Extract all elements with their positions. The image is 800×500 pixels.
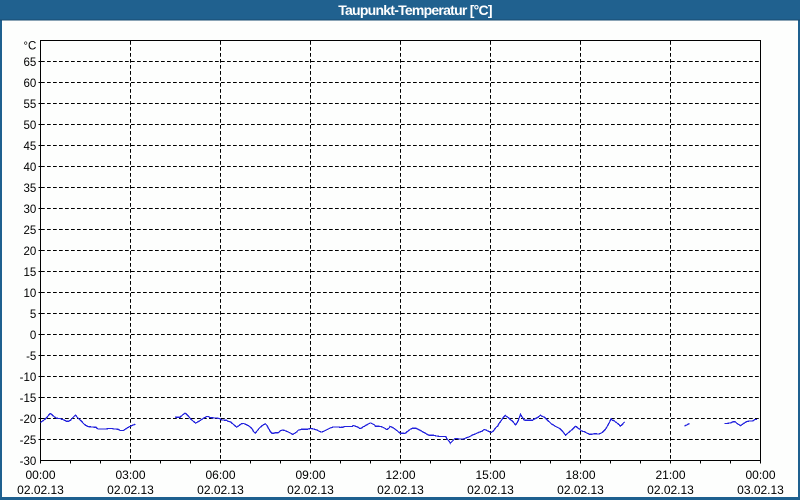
svg-text:0: 0: [30, 330, 36, 342]
svg-text:02.02.13: 02.02.13: [467, 483, 514, 497]
svg-text:-25: -25: [20, 435, 37, 447]
svg-text:-5: -5: [26, 351, 36, 363]
svg-text:45: 45: [24, 141, 37, 153]
svg-text:02.02.13: 02.02.13: [197, 483, 244, 497]
svg-text:-10: -10: [20, 372, 37, 384]
svg-text:40: 40: [24, 162, 37, 174]
svg-text:55: 55: [24, 99, 37, 111]
svg-text:02.02.13: 02.02.13: [647, 483, 694, 497]
svg-text:Taupunkt-Temperatur [°C]: Taupunkt-Temperatur [°C]: [338, 2, 492, 18]
svg-text:03.02.13: 03.02.13: [737, 483, 784, 497]
svg-text:30: 30: [24, 204, 37, 216]
svg-text:60: 60: [24, 78, 37, 90]
svg-text:-30: -30: [20, 456, 37, 468]
svg-text:-15: -15: [20, 393, 37, 405]
svg-text:15:00: 15:00: [475, 468, 505, 482]
svg-text:02.02.13: 02.02.13: [107, 483, 154, 497]
svg-text:02.02.13: 02.02.13: [377, 483, 424, 497]
svg-text:10: 10: [24, 288, 37, 300]
svg-text:03:00: 03:00: [115, 468, 145, 482]
svg-text:18:00: 18:00: [565, 468, 595, 482]
svg-text:00:00: 00:00: [745, 468, 775, 482]
svg-text:02.02.13: 02.02.13: [287, 483, 334, 497]
svg-text:5: 5: [30, 309, 36, 321]
svg-text:25: 25: [24, 225, 37, 237]
svg-text:12:00: 12:00: [385, 468, 415, 482]
svg-text:35: 35: [24, 183, 37, 195]
svg-text:02.02.13: 02.02.13: [17, 483, 64, 497]
svg-text:00:00: 00:00: [25, 468, 55, 482]
svg-text:02.02.13: 02.02.13: [557, 483, 604, 497]
svg-text:°C: °C: [23, 41, 36, 53]
svg-text:20: 20: [24, 246, 37, 258]
svg-text:-20: -20: [20, 414, 37, 426]
svg-text:06:00: 06:00: [205, 468, 235, 482]
svg-text:15: 15: [24, 267, 37, 279]
svg-text:21:00: 21:00: [655, 468, 685, 482]
svg-text:65: 65: [24, 57, 37, 69]
svg-text:09:00: 09:00: [295, 468, 325, 482]
svg-text:50: 50: [24, 120, 37, 132]
